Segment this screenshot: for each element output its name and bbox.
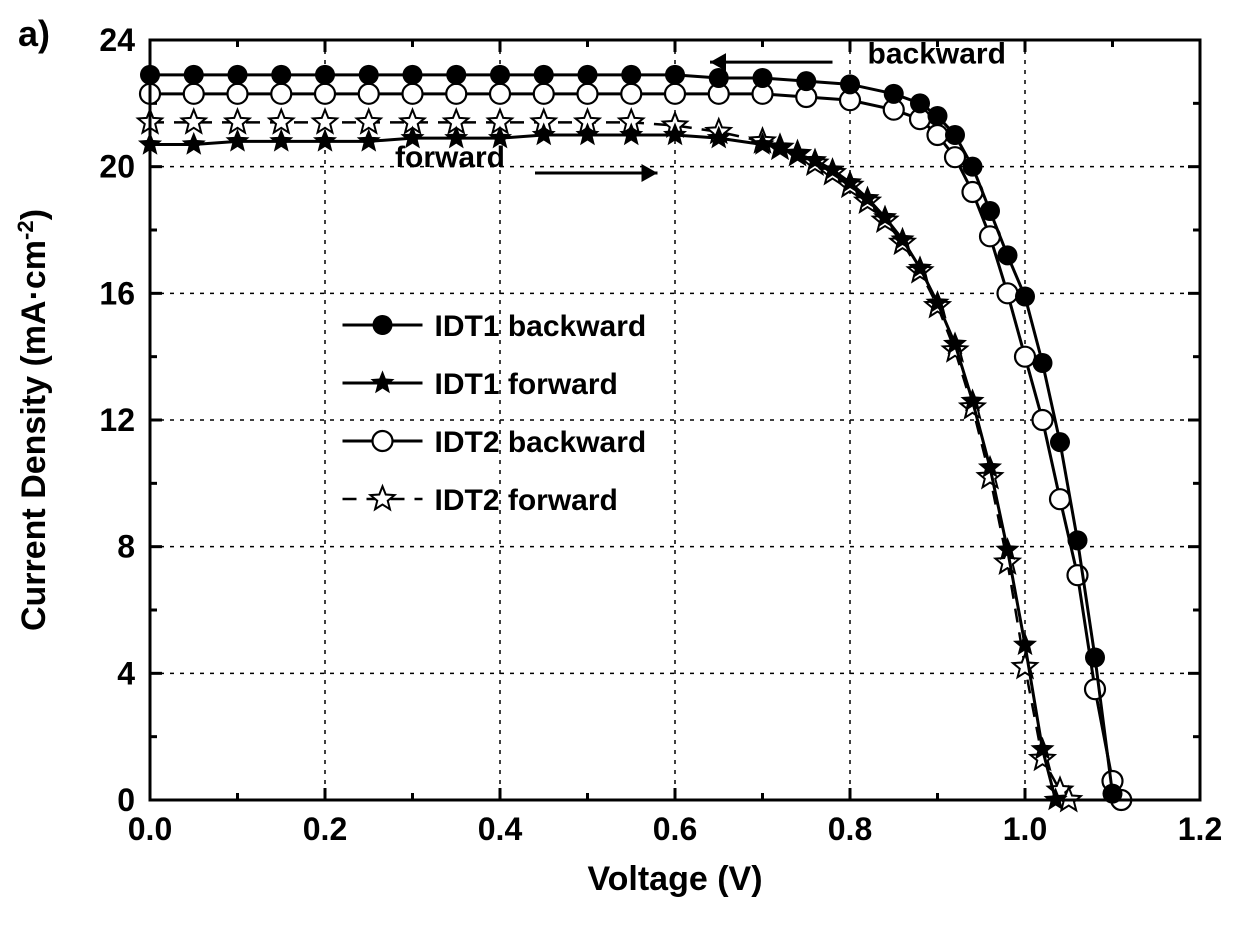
- x-axis-label: Voltage (V): [587, 860, 762, 898]
- y-tick-label: 4: [117, 655, 135, 691]
- y-tick-label: 12: [99, 402, 135, 438]
- chart-svg: 0.00.20.40.60.81.01.204812162024Voltage …: [0, 0, 1240, 934]
- y-tick-label: 0: [117, 782, 135, 818]
- y-tick-label: 16: [99, 275, 135, 311]
- x-tick-label: 0.8: [828, 811, 872, 847]
- legend-item-label: IDT1 backward: [435, 310, 647, 343]
- x-tick-label: 1.0: [1003, 811, 1047, 847]
- x-tick-label: 0.2: [303, 811, 347, 847]
- jv-chart: 0.00.20.40.60.81.01.204812162024Voltage …: [0, 0, 1240, 934]
- y-axis-label: Current Density (mA·cm-2): [13, 209, 54, 631]
- y-tick-label: 20: [99, 149, 135, 185]
- annotation-forward: forward: [395, 141, 505, 174]
- legend-item-label: IDT2 forward: [435, 484, 618, 517]
- y-tick-label: 24: [99, 22, 135, 58]
- x-tick-label: 0.6: [653, 811, 697, 847]
- x-tick-label: 1.2: [1178, 811, 1222, 847]
- legend-item-label: IDT1 forward: [435, 368, 618, 401]
- legend-item-label: IDT2 backward: [435, 426, 647, 459]
- x-tick-label: 0.4: [478, 811, 523, 847]
- y-tick-label: 8: [117, 529, 135, 565]
- panel-label: a): [18, 13, 50, 54]
- annotation-backward: backward: [868, 38, 1006, 71]
